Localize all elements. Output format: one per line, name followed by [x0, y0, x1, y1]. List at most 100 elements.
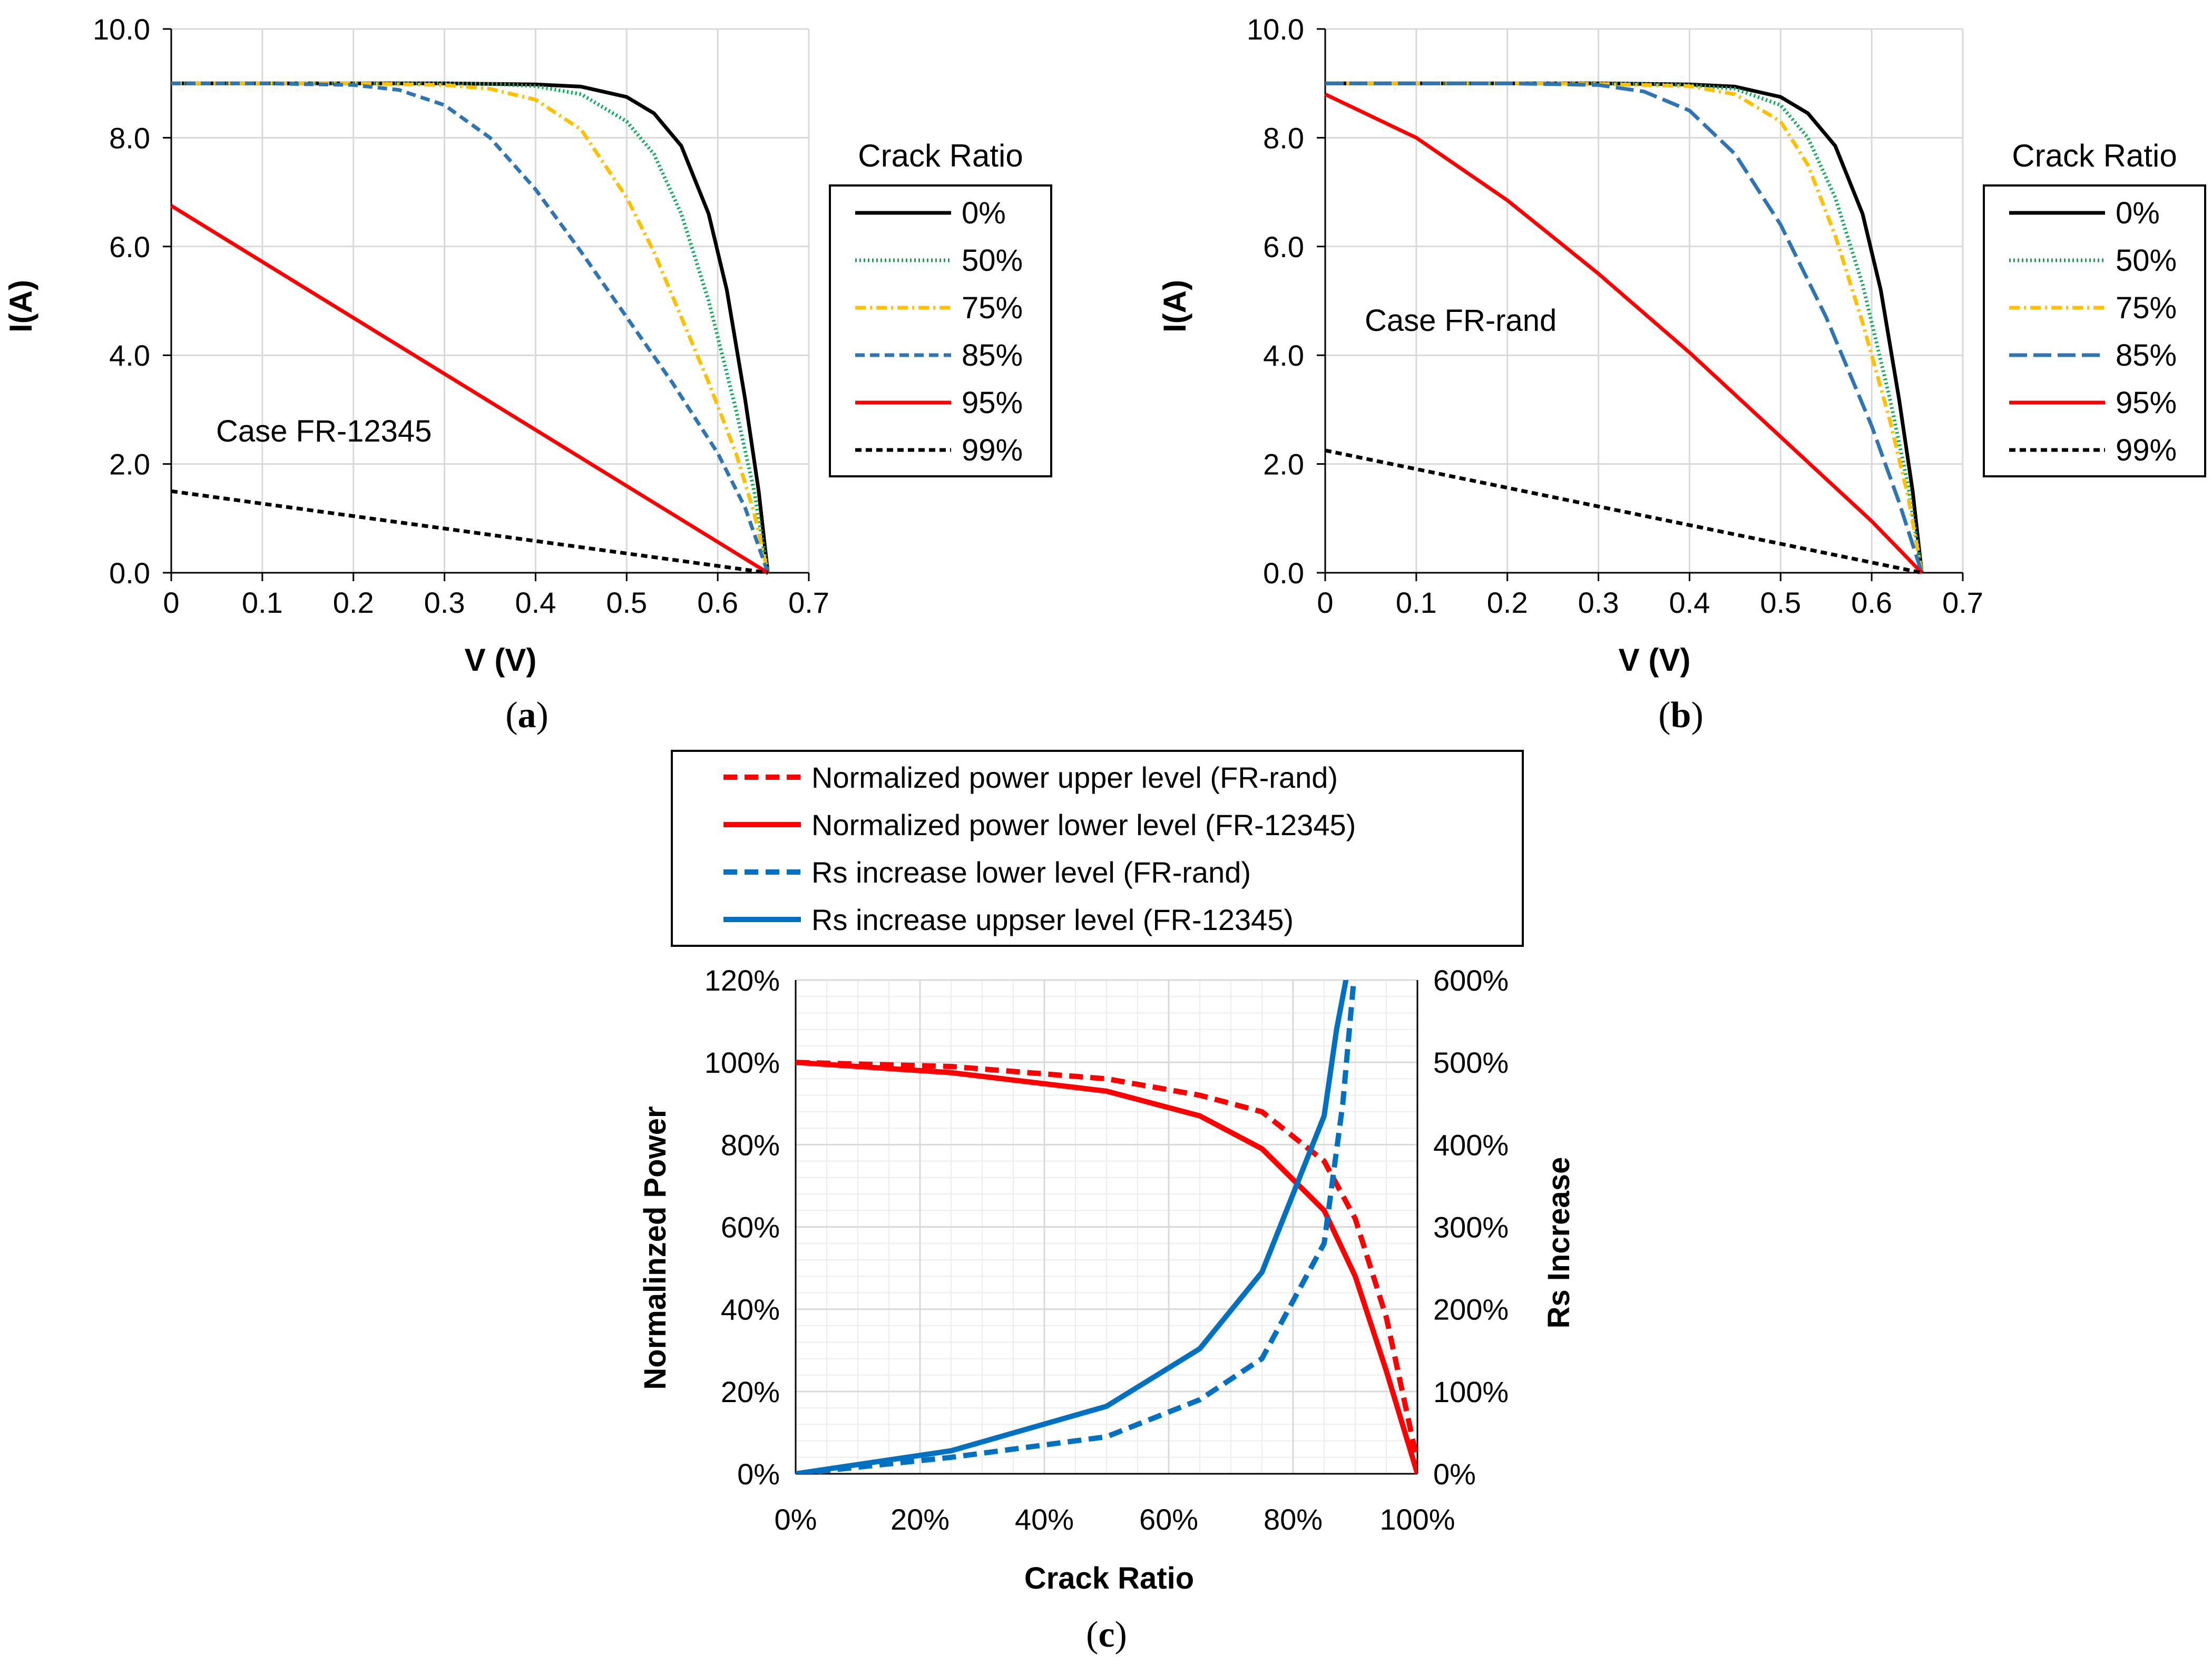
y-axis-title: Normalinzed Power — [638, 1106, 672, 1389]
series-line-75-pct — [171, 81, 770, 573]
series-line-4 — [796, 980, 1349, 1474]
x-tick-label: 0.7 — [788, 586, 829, 619]
x-tick-label: 40% — [1015, 1503, 1074, 1536]
legend-box — [671, 750, 1524, 947]
x-tick-label: 0 — [163, 586, 179, 619]
y2-tick-label: 200% — [1433, 1293, 1509, 1326]
x-tick-label: 0.2 — [1487, 586, 1528, 619]
figure-caption: (c) — [1086, 1614, 1127, 1655]
y-tick-label: 0.0 — [109, 556, 150, 590]
chart-c: 0% 20% 40% 60% 80% 100% 0% 20% 40% 60% 80% 100% 120%… — [638, 750, 1576, 1655]
legend-label: 75% — [2116, 291, 2177, 325]
legend-box — [829, 184, 1052, 477]
y-tick-label: 0.0 — [1263, 556, 1304, 590]
legend-label: Normalized power lower level (FR-12345) — [811, 808, 1356, 841]
y2-axis-title: Rs Increase — [1542, 1157, 1576, 1329]
x-tick-label: 0.4 — [1669, 586, 1710, 619]
y-tick-label: 20% — [721, 1375, 780, 1408]
series-line-1 — [796, 1060, 1417, 1462]
y-tick-label: 6.0 — [1263, 230, 1304, 263]
y-tick-label: 80% — [721, 1128, 780, 1161]
caption-letter: b — [1671, 695, 1691, 736]
caption-paren-close: ) — [1115, 1614, 1127, 1655]
y2-tick-label: 100% — [1433, 1375, 1509, 1408]
y-tick-label: 2.0 — [1263, 448, 1304, 481]
legend-label: 75% — [962, 291, 1023, 325]
y-tick-label: 120% — [704, 964, 780, 997]
caption-letter: a — [518, 695, 536, 736]
x-tick-label: 0.2 — [333, 586, 374, 619]
legend-label: Rs increase uppser level (FR-12345) — [811, 903, 1294, 936]
legend-label: 99% — [2116, 433, 2177, 467]
legend-label: 50% — [2116, 243, 2177, 278]
x-tick-label: 0% — [775, 1503, 817, 1536]
x-tick-label: 0.6 — [1851, 586, 1892, 619]
legend-label: Normalized power upper level (FR-rand) — [811, 761, 1338, 794]
x-tick-label: 0.7 — [1942, 586, 1983, 619]
y2-tick-label: 500% — [1433, 1046, 1509, 1079]
x-axis-title: V (V) — [1619, 642, 1691, 678]
series-line-95-pct — [1324, 92, 1923, 574]
y-axis-title: I(A) — [1157, 280, 1192, 332]
series-line-50-pct — [171, 81, 770, 573]
x-tick-label: 100% — [1379, 1503, 1455, 1536]
caption-paren-open: ( — [505, 695, 517, 736]
y2-tick-label: 400% — [1433, 1128, 1509, 1161]
series-line-99-pct — [1325, 448, 1922, 575]
x-axis-title: V (V) — [465, 642, 537, 678]
legend-label: 99% — [962, 433, 1023, 467]
caption-paren-close: ) — [1691, 695, 1703, 736]
x-tick-label: 0.4 — [515, 586, 556, 619]
legend-label: Rs increase lower level (FR-rand) — [811, 856, 1251, 889]
figure-caption: (b) — [1658, 695, 1704, 736]
legend-label: 85% — [962, 338, 1023, 373]
x-tick-label: 0.6 — [697, 586, 738, 619]
legend-title: Crack Ratio — [2012, 138, 2177, 173]
chart-b: 0 0.1 0.2 0.3 0.4 0.5 0.6 0.7 0.0 2.0 4.0 6.0 8.0 10.… — [1157, 13, 2206, 736]
series-line-85-pct — [171, 81, 770, 574]
x-tick-label: 0.3 — [1578, 586, 1619, 619]
y-tick-label: 40% — [721, 1293, 780, 1326]
x-tick-label: 80% — [1264, 1503, 1323, 1536]
series-line-99-pct — [171, 489, 768, 575]
y-tick-label: 2.0 — [109, 448, 150, 481]
x-tick-label: 0.5 — [606, 586, 647, 619]
x-tick-label: 20% — [890, 1503, 950, 1536]
legend-label: 85% — [2116, 338, 2177, 373]
y-tick-label: 100% — [704, 1046, 780, 1079]
figure-caption: (a) — [505, 695, 549, 736]
y-tick-label: 60% — [721, 1211, 780, 1244]
series-line-75-pct — [1325, 81, 1924, 573]
y-tick-label: 4.0 — [109, 339, 150, 372]
series-line-95-pct — [170, 204, 769, 574]
y-tick-label: 10.0 — [1247, 13, 1304, 46]
y-axis-title: I(A) — [3, 280, 38, 332]
x-tick-label: 0.1 — [242, 586, 283, 619]
x-tick-label: 0 — [1317, 586, 1333, 619]
y2-tick-label: 300% — [1433, 1211, 1509, 1244]
legend-label: 50% — [962, 243, 1023, 278]
y-tick-label: 8.0 — [109, 121, 150, 154]
legend-box — [1983, 184, 2206, 477]
series-line-2 — [796, 1060, 1417, 1474]
legend-label: 95% — [2116, 386, 2177, 420]
caption-paren-open: ( — [1086, 1614, 1098, 1655]
legend-label: 0% — [962, 196, 1006, 230]
chart-a: 0 0.1 0.2 0.3 0.4 0.5 0.6 0.7 0.0 2.0 4.0 6.0 8.0 10.… — [3, 13, 1052, 736]
x-axis-title: Crack Ratio — [1024, 1561, 1194, 1595]
x-tick-label: 0.5 — [1760, 586, 1801, 619]
series-line-85-pct — [1325, 81, 1924, 574]
y2-tick-label: 600% — [1433, 964, 1509, 997]
series-line-3 — [796, 980, 1357, 1474]
caption-paren-close: ) — [536, 695, 549, 736]
caption-paren-open: ( — [1658, 695, 1670, 736]
series-group — [796, 980, 1417, 1474]
legend-title: Crack Ratio — [858, 138, 1023, 173]
y-tick-label: 0% — [737, 1457, 780, 1491]
y2-tick-label: 0% — [1433, 1457, 1476, 1491]
y-tick-label: 8.0 — [1263, 121, 1304, 154]
y-tick-label: 6.0 — [109, 230, 150, 263]
x-tick-label: 60% — [1139, 1503, 1198, 1536]
case-label: Case FR-12345 — [216, 414, 432, 448]
